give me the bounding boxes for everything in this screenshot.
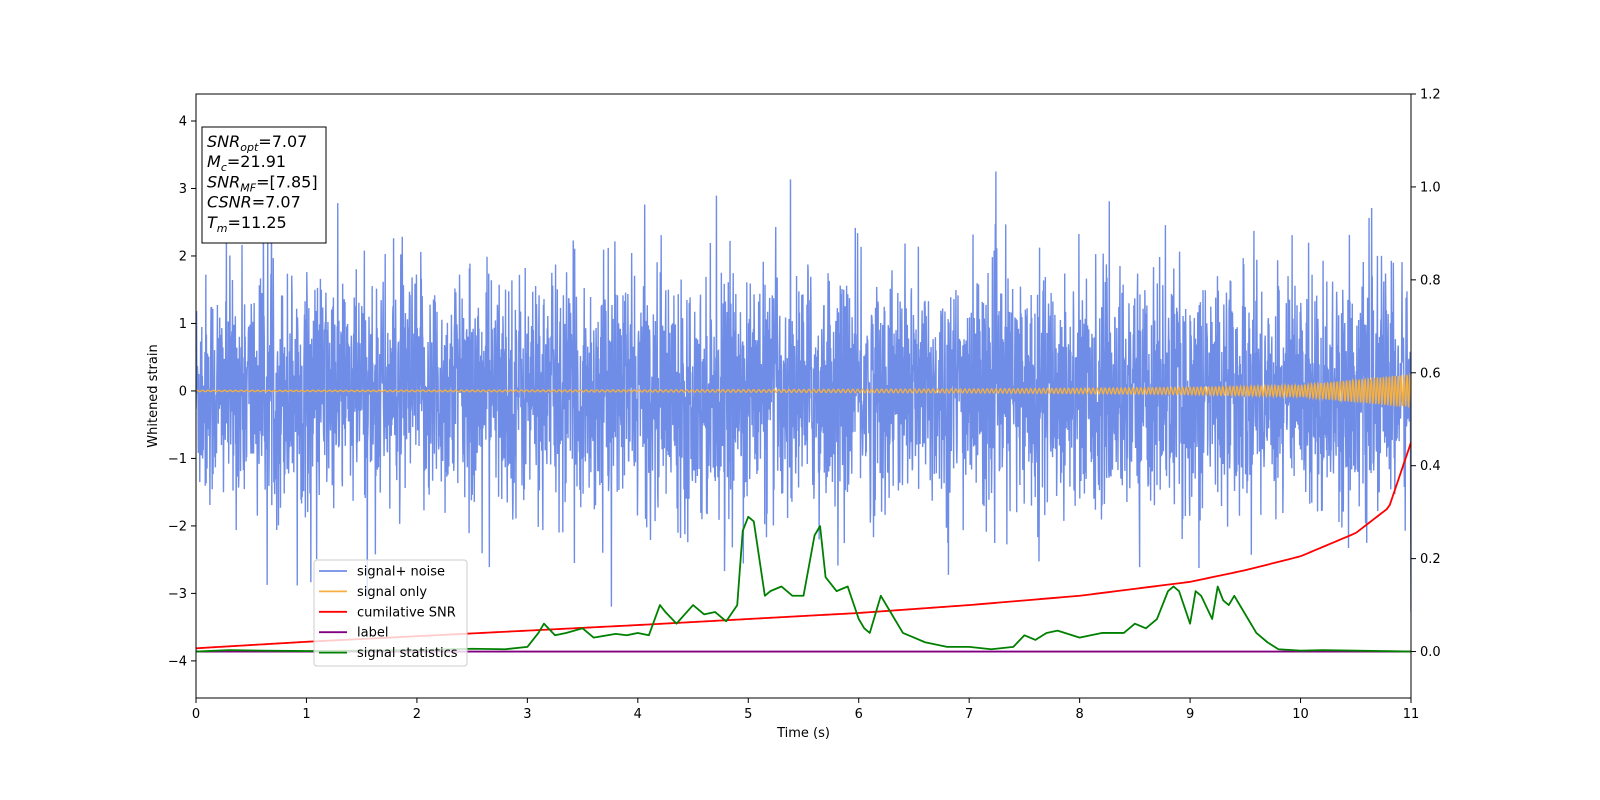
legend-entry-label: cumilative SNR: [357, 605, 456, 620]
axes-frame: [195, 93, 1412, 699]
x-tick-label: 8: [1075, 707, 1083, 722]
y-left-tick-label: 0: [179, 384, 187, 399]
y-left-tick-label: 4: [179, 114, 187, 129]
x-tick-label: 9: [1186, 707, 1194, 722]
y-right-tick-label: 0.2: [1420, 552, 1441, 567]
annotation-box: SNRopt=7.07Mc=21.91SNRMF=[7.85]CSNR=7.07…: [201, 126, 327, 244]
x-tick-label: 0: [192, 707, 200, 722]
y-left-tick-label: −1: [168, 452, 187, 467]
legend-frame: [313, 559, 468, 667]
x-tick-label: 7: [965, 707, 973, 722]
series-signal-statistics-line: [196, 515, 1411, 653]
x-tick-label: 6: [855, 707, 863, 722]
x-tick-label: 1: [302, 707, 310, 722]
x-tick-label: 2: [413, 707, 421, 722]
y-right-tick-label: 1.2: [1420, 88, 1441, 103]
y-axis-label: Whitened strain: [146, 344, 161, 447]
x-tick-label: 5: [744, 707, 752, 722]
y-right-tick-label: 0.6: [1420, 366, 1441, 381]
series-signal-only-line: [196, 373, 1411, 408]
y-left-tick-label: 2: [179, 249, 187, 264]
y-left-tick-label: −4: [168, 654, 187, 669]
legend: signal+ noise signal only cumilative SNR la…: [313, 559, 468, 667]
x-tick-label: 3: [523, 707, 531, 722]
series-signal-noise-line: [196, 171, 1411, 613]
y-right-tick-label: 0.0: [1420, 645, 1441, 660]
legend-entry-label: signal+ noise: [357, 565, 445, 580]
y-right-tick-label: 0.4: [1420, 459, 1441, 474]
x-tick-label: 4: [634, 707, 642, 722]
annotation-line: SNRMF=[7.85]: [207, 172, 318, 194]
y-left-tick-label: −2: [168, 519, 187, 534]
annotation-line: CSNR=7.07: [207, 193, 301, 212]
x-tick-label: 11: [1403, 707, 1420, 722]
legend-entry-label: signal only: [357, 585, 427, 600]
y-left-tick-label: 3: [179, 182, 187, 197]
y-right-tick-label: 0.8: [1420, 273, 1441, 288]
annotation-line: Mc=21.91: [207, 152, 286, 174]
y-left-tick-label: 1: [179, 317, 187, 332]
annotation-box-frame: [201, 126, 327, 244]
annotation-line: Tm=11.25: [207, 213, 287, 235]
axes: 0 1 2 3 4 5 6 7 8 9 10 11 −4 −3 −2 −1 0 1 2 3 4 0.0 0.2 0.4 0.6 0…: [168, 88, 1441, 723]
x-tick-label: 10: [1292, 707, 1309, 722]
x-axis-label: Time (s): [776, 726, 830, 741]
legend-entry-label: signal statistics: [357, 646, 458, 661]
annotation-line: SNRopt=7.07: [207, 132, 307, 154]
y-left-tick-label: −3: [168, 587, 187, 602]
legend-entry-label: label: [357, 626, 388, 641]
y-right-tick-label: 1.0: [1420, 180, 1441, 195]
